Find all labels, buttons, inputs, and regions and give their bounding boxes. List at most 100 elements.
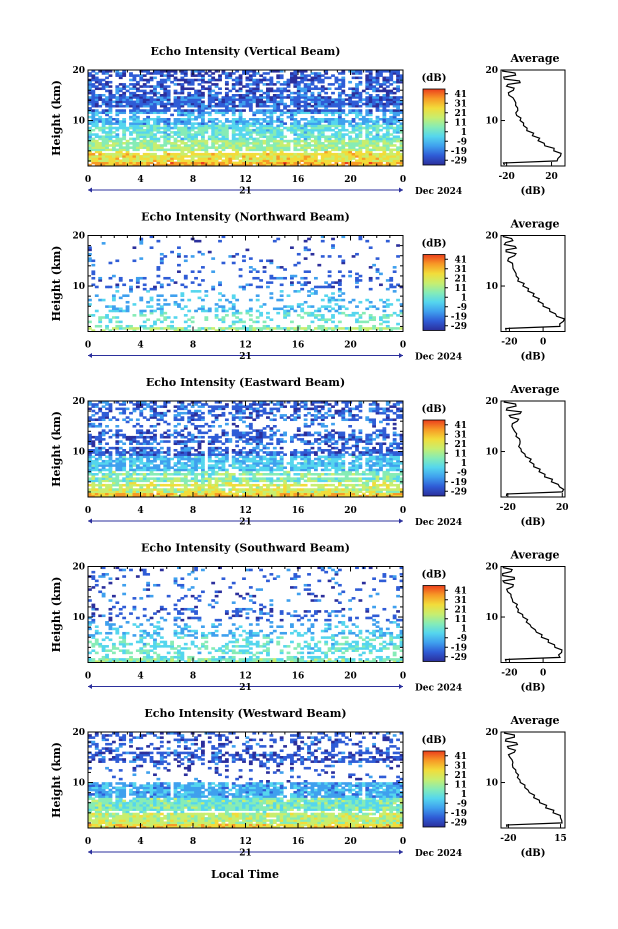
- panel-title: Echo Intensity (Northward Beam): [141, 211, 350, 224]
- colorbar-tick-label: 31: [454, 596, 467, 606]
- x-tick-label: 4: [137, 175, 143, 185]
- x-tick-label: 8: [190, 341, 196, 351]
- x-tick-label: 20: [344, 837, 357, 847]
- x-tick-label: 16: [292, 837, 305, 847]
- profile-title: Average: [509, 218, 559, 231]
- day-arrow-left: [88, 849, 92, 855]
- profile-y-tick-label: 10: [485, 448, 498, 458]
- colorbar-tick-label: 41: [454, 421, 467, 431]
- day-arrow-left: [88, 518, 92, 524]
- panel-title: Echo Intensity (Eastward Beam): [146, 376, 345, 389]
- colorbar-tick-label: 11: [454, 449, 467, 459]
- day-label: 21: [239, 187, 252, 197]
- x-tick-label: 0: [85, 341, 91, 351]
- colorbar-tick-label: -29: [451, 156, 467, 166]
- x-tick-label: 0: [400, 341, 406, 351]
- colorbar-tick-label: 41: [454, 752, 467, 762]
- x-tick-label: 20: [344, 341, 357, 351]
- panel-1: Echo Intensity (Vertical Beam)2010Height…: [50, 45, 566, 197]
- colorbar-tick-label: -9: [457, 137, 467, 147]
- day-arrow-right: [399, 518, 403, 524]
- colorbar-tick-label: 21: [454, 109, 467, 119]
- profile-x-tick-label: 20: [556, 503, 569, 513]
- heatmap-cells: [88, 70, 404, 167]
- x-tick-label: 12: [239, 506, 252, 516]
- colorbar-tick-label: -9: [457, 799, 467, 809]
- date-label: Dec 2024: [415, 353, 462, 363]
- profile-frame: [500, 400, 566, 498]
- day-arrow-right: [399, 684, 403, 689]
- y-tick-label: 20: [72, 563, 85, 573]
- profile-x-label: (dB): [521, 352, 546, 363]
- x-tick-label: 0: [85, 506, 91, 516]
- day-arrow-right: [399, 353, 403, 358]
- profile-y-tick-label: 20: [485, 563, 498, 573]
- colorbar-tick-label: -29: [451, 322, 467, 332]
- x-tick-label: 0: [400, 837, 406, 847]
- date-label: Dec 2024: [415, 518, 462, 528]
- profile-x-label: (dB): [521, 517, 546, 528]
- x-tick-label: 16: [292, 506, 305, 516]
- profile-y-tick-label: 10: [485, 779, 498, 789]
- y-tick-label: 20: [72, 66, 85, 76]
- colorbar-tick-label: -19: [451, 312, 467, 322]
- y-axis-label: Height (km): [50, 742, 63, 818]
- x-tick-label: 16: [292, 341, 305, 351]
- x-tick-label: 16: [292, 672, 305, 682]
- profile-y-tick-label: 10: [485, 282, 498, 292]
- colorbar-unit: (dB): [422, 404, 447, 415]
- profile-line: [501, 566, 563, 662]
- heatmap-cells: [88, 235, 404, 332]
- x-tick-label: 4: [137, 837, 143, 847]
- colorbar-tick-label: -19: [451, 809, 467, 819]
- heatmap-cells: [88, 732, 404, 829]
- colorbar-tick-label: 1: [461, 293, 467, 303]
- colorbar-tick-label: 1: [461, 459, 467, 469]
- colorbar-tick-label: 21: [454, 274, 467, 284]
- profile-title: Average: [509, 52, 559, 65]
- panel-title: Echo Intensity (Vertical Beam): [150, 45, 340, 58]
- profile-x-tick-label: -20: [501, 338, 517, 348]
- colorbar: [422, 88, 446, 166]
- day-arrow-left: [88, 187, 92, 193]
- x-tick-label: 12: [239, 672, 252, 682]
- colorbar-tick-label: -9: [457, 303, 467, 313]
- profile-x-label: (dB): [521, 186, 546, 197]
- x-tick-label: 12: [239, 837, 252, 847]
- panel-title: Echo Intensity (Westward Beam): [144, 707, 346, 720]
- colorbar-tick-label: -19: [451, 478, 467, 488]
- x-tick-label: 4: [137, 341, 143, 351]
- profile-frame: [500, 69, 566, 167]
- profile-y-tick-label: 20: [485, 232, 498, 242]
- x-tick-label: 0: [85, 837, 91, 847]
- x-tick-label: 16: [292, 175, 305, 185]
- profile-x-tick-label: -20: [498, 172, 514, 182]
- profile-frame: [500, 235, 566, 332]
- colorbar: [422, 254, 446, 331]
- colorbar-unit: (dB): [422, 735, 447, 746]
- x-tick-label: 0: [85, 672, 91, 682]
- profile-x-tick-label: 20: [545, 172, 558, 182]
- x-tick-label: 0: [400, 175, 406, 185]
- profile-x-tick-label: -20: [500, 503, 516, 513]
- profile-y-tick-label: 10: [485, 117, 498, 127]
- day-label: 21: [239, 683, 252, 693]
- panel-4: Echo Intensity (Southward Beam)2010Heigh…: [50, 542, 566, 694]
- x-tick-label: 20: [344, 506, 357, 516]
- colorbar-unit: (dB): [422, 73, 447, 84]
- profile-frame: [500, 566, 566, 663]
- x-tick-label: 4: [137, 506, 143, 516]
- colorbar-unit: (dB): [422, 570, 447, 581]
- heatmap-cells: [88, 401, 404, 498]
- profile-x-label: (dB): [521, 683, 546, 694]
- y-axis-label: Height (km): [50, 577, 63, 653]
- colorbar-tick-label: 11: [454, 780, 467, 790]
- y-tick-label: 20: [72, 232, 85, 242]
- colorbar-tick-label: -29: [451, 653, 467, 663]
- x-tick-label: 8: [190, 506, 196, 516]
- heatmap-cells: [88, 566, 404, 663]
- x-axis-label: Local Time: [211, 868, 279, 881]
- colorbar: [422, 419, 446, 497]
- date-label: Dec 2024: [415, 187, 462, 197]
